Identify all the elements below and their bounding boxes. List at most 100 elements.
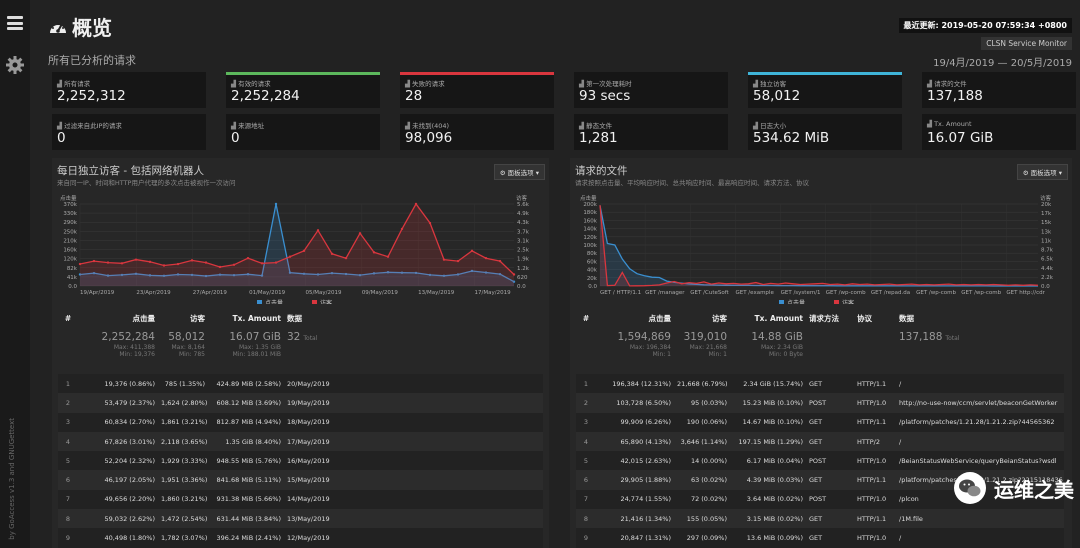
data-point: [92, 259, 96, 263]
column-header[interactable]: 数据: [899, 313, 914, 323]
table-cell: 196,384 (12.31%): [596, 374, 674, 394]
table-row[interactable]: 9 20,847 (1.31%) 297 (0.09%) 13.6 MiB (0.09…: [576, 528, 1064, 548]
data-point: [302, 272, 306, 276]
metric-card: ▟ 有效的请求 2,252,284: [226, 72, 380, 108]
y-axis-label: 点击量: [60, 194, 77, 202]
data-point: [176, 262, 180, 266]
table-cell: 24,774 (1.55%): [596, 489, 674, 510]
x-tick-label: 27/Apr/2019: [193, 290, 228, 296]
data-point: [288, 255, 292, 258]
y2-axis-label: 访客: [516, 194, 528, 202]
table-cell: 18/May/2019: [284, 412, 543, 432]
table-cell: 8: [576, 509, 596, 529]
y2-tick-label: 13k: [1041, 229, 1052, 235]
table-cell: 1,782 (3.07%): [158, 528, 208, 548]
table-cell: 1: [576, 374, 596, 394]
x-tick-label: 13/May/2019: [418, 290, 455, 296]
column-header[interactable]: 数据: [287, 313, 302, 323]
table-cell: 3,646 (1.14%): [674, 431, 730, 452]
data-point: [134, 272, 138, 276]
table-row[interactable]: 1 196,384 (12.31%) 21,668 (6.79%) 2.34 GiB …: [576, 374, 1064, 394]
table-cell: GET: [806, 412, 854, 432]
y2-tick-label: 5.6k: [517, 202, 530, 208]
table-cell: 1.35 GiB (8.40%): [208, 431, 284, 452]
table-row[interactable]: 7 24,774 (1.55%) 72 (0.02%) 3.64 MiB (0.02%…: [576, 489, 1064, 510]
table-row[interactable]: 7 49,656 (2.20%) 1,860 (3.21%) 931.38 MiB (…: [58, 489, 543, 510]
data-point: [218, 273, 222, 276]
table-row[interactable]: 3 99,909 (6.26%) 190 (0.06%) 14.67 MiB (0.1…: [576, 412, 1064, 432]
column-header[interactable]: Tx. Amount: [232, 313, 281, 323]
menu-icon[interactable]: [7, 16, 23, 30]
table-cell: 6.17 MiB (0.04%): [730, 451, 806, 471]
left-panel-options-button[interactable]: ⚙ 面板选项 ▾: [493, 164, 545, 180]
table-row[interactable]: 4 67,826 (3.01%) 2,118 (3.65%) 1.35 GiB (8.…: [58, 431, 543, 452]
metric-label: ▟ 第一次处理耗时: [579, 80, 632, 88]
chart-icon: ▟: [579, 80, 587, 88]
summary-total-value: 32: [287, 331, 301, 343]
y-tick-label: 140k: [583, 227, 597, 233]
table-cell: 13/May/2019: [284, 509, 543, 529]
data-point: [372, 251, 376, 254]
table-cell: 19/May/2019: [284, 393, 543, 413]
x-tick-label: GET /system/1: [781, 290, 821, 296]
y-tick-label: 60k: [587, 259, 598, 265]
y-tick-label: 82k: [67, 266, 78, 272]
table-row[interactable]: 5 42,015 (2.63%) 14 (0.00%) 6.17 MiB (0.04%…: [576, 451, 1064, 471]
table-cell: HTTP/1.1: [854, 374, 896, 394]
column-header[interactable]: Tx. Amount: [754, 313, 803, 323]
table-cell: 3: [576, 412, 596, 432]
table-cell: GET: [806, 431, 854, 452]
table-row[interactable]: 5 52,204 (2.32%) 1,929 (3.33%) 948.55 MiB (…: [58, 451, 543, 471]
data-point: [414, 271, 418, 275]
table-row[interactable]: 8 59,032 (2.62%) 1,472 (2.54%) 631.44 MiB (…: [58, 509, 543, 529]
legend-label: 访客: [320, 299, 332, 304]
table-cell: HTTP/1.0: [854, 393, 896, 413]
column-header[interactable]: 点击量: [132, 313, 156, 323]
metric-value: 2,252,312: [57, 88, 126, 104]
table-row[interactable]: 2 53,479 (2.37%) 1,624 (2.80%) 608.12 MiB (…: [58, 393, 543, 413]
column-header[interactable]: 访客: [712, 313, 727, 323]
summary-total-unit: Total: [945, 335, 960, 342]
data-point: [456, 259, 460, 263]
data-point: [162, 264, 166, 267]
y-tick-label: 120k: [63, 257, 77, 263]
data-point: [470, 269, 474, 273]
table-row[interactable]: 8 21,416 (1.34%) 155 (0.05%) 3.15 MiB (0.02…: [576, 509, 1064, 529]
column-header[interactable]: #: [64, 313, 72, 323]
table-cell: 4: [576, 431, 596, 452]
data-point: [190, 259, 194, 262]
y2-tick-label: 6.5k: [1041, 257, 1054, 263]
summary-value: Min: 19,376: [119, 351, 155, 359]
right-panel-subtitle: 请求按照点击量、平均响应时间、总共响应时间、最高响应时间、请求方法、协议: [575, 179, 809, 187]
table-row[interactable]: 2 103,728 (6.50%) 95 (0.03%) 15.23 MiB (0.1…: [576, 393, 1064, 413]
table-row[interactable]: 4 65,890 (4.13%) 3,646 (1.14%) 197.15 MiB (…: [576, 431, 1064, 452]
right-panel-options-button[interactable]: ⚙ 面板选项 ▾: [1016, 164, 1068, 180]
data-point: [428, 273, 432, 277]
table-cell: 1,861 (3.21%): [158, 412, 208, 432]
table-cell: 65,890 (4.13%): [596, 431, 674, 452]
column-header[interactable]: #: [582, 313, 590, 323]
metric-value: 2,252,284: [231, 88, 300, 104]
summary-value: 16.07 GiB: [229, 331, 281, 343]
column-header[interactable]: 访客: [190, 313, 205, 323]
metric-card: ▟ 过滤来自此IP的请求 0: [52, 114, 206, 150]
summary-value: Max: 1.35 GiB: [238, 343, 281, 351]
table-cell: 46,197 (2.05%): [78, 470, 158, 490]
table-row[interactable]: 3 60,834 (2.70%) 1,861 (3.21%) 812.87 MiB (…: [58, 412, 543, 432]
table-row[interactable]: 6 46,197 (2.05%) 1,951 (3.36%) 841.68 MiB (…: [58, 470, 543, 490]
gear-icon[interactable]: [5, 55, 25, 75]
watermark-text: 运维之美: [994, 477, 1074, 502]
table-cell: 14 (0.00%): [674, 451, 730, 471]
page-subtitle: 所有已分析的请求: [48, 54, 136, 67]
table-row[interactable]: 1 19,376 (0.86%) 785 (1.35%) 424.89 MiB (2.…: [58, 374, 543, 394]
column-header[interactable]: 请求方法: [809, 313, 839, 323]
table-cell: 7: [576, 489, 596, 510]
table-cell: 52,204 (2.32%): [78, 451, 158, 471]
column-header[interactable]: 点击量: [648, 313, 672, 323]
table-row[interactable]: 9 40,498 (1.80%) 1,782 (3.07%) 396.24 MiB (…: [58, 528, 543, 548]
column-header[interactable]: 协议: [857, 313, 872, 323]
table-cell: 297 (0.09%): [674, 528, 730, 548]
summary-value: 58,012: [168, 331, 205, 343]
table-cell: 7: [58, 489, 78, 510]
y2-tick-label: 2.5k: [517, 248, 530, 254]
